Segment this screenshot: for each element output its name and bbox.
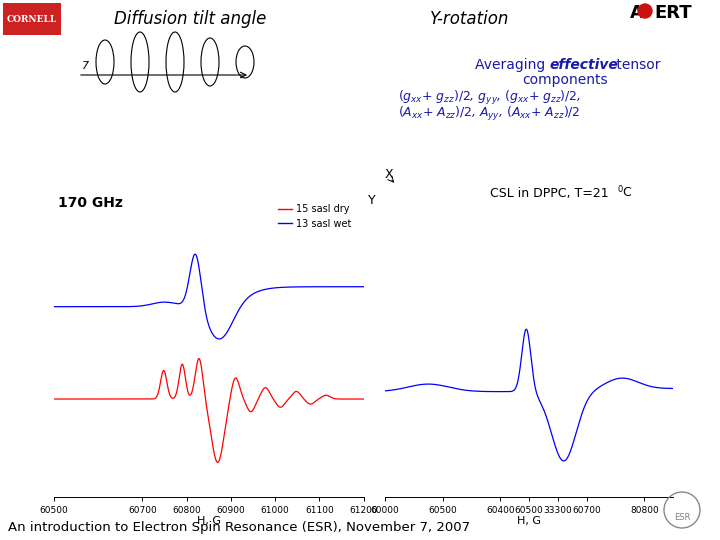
Text: C: C xyxy=(622,186,631,199)
FancyBboxPatch shape xyxy=(3,3,61,35)
Text: ESR: ESR xyxy=(674,514,690,523)
Text: A: A xyxy=(630,4,644,22)
Text: 7: 7 xyxy=(82,61,89,71)
Text: tensor: tensor xyxy=(612,58,660,72)
Text: CSL in DPPC, T=21: CSL in DPPC, T=21 xyxy=(490,186,608,199)
Text: Diffusion tilt angle: Diffusion tilt angle xyxy=(114,10,266,28)
Text: ERT: ERT xyxy=(654,4,692,22)
Text: 0: 0 xyxy=(618,186,624,194)
Text: components: components xyxy=(522,73,608,87)
Text: CORNELL: CORNELL xyxy=(7,15,57,24)
Text: X: X xyxy=(385,168,394,181)
Text: effective: effective xyxy=(550,58,618,72)
Text: $(g_{xx}$+ $g_{zz})/2$, $g_{yy}$, $(g_{xx}$+ $g_{zz})/2$,: $(g_{xx}$+ $g_{zz})/2$, $g_{yy}$, $(g_{x… xyxy=(398,89,581,107)
Text: Y: Y xyxy=(368,193,376,206)
Text: $(A_{xx}$+ $A_{zz})/2$, $A_{yy}$, $(A_{xx}$+ $A_{zz})/2$: $(A_{xx}$+ $A_{zz})/2$, $A_{yy}$, $(A_{x… xyxy=(398,105,580,123)
X-axis label: H, G: H, G xyxy=(517,516,541,526)
X-axis label: H, G: H, G xyxy=(197,516,221,526)
Legend: 15 sasl dry, 13 sasl wet: 15 sasl dry, 13 sasl wet xyxy=(274,200,356,233)
Text: 170 GHz: 170 GHz xyxy=(58,196,123,210)
Circle shape xyxy=(638,4,652,18)
Text: Y-rotation: Y-rotation xyxy=(430,10,509,28)
Text: An introduction to Electron Spin Resonance (ESR), November 7, 2007: An introduction to Electron Spin Resonan… xyxy=(8,521,470,534)
Text: Averaging: Averaging xyxy=(475,58,550,72)
